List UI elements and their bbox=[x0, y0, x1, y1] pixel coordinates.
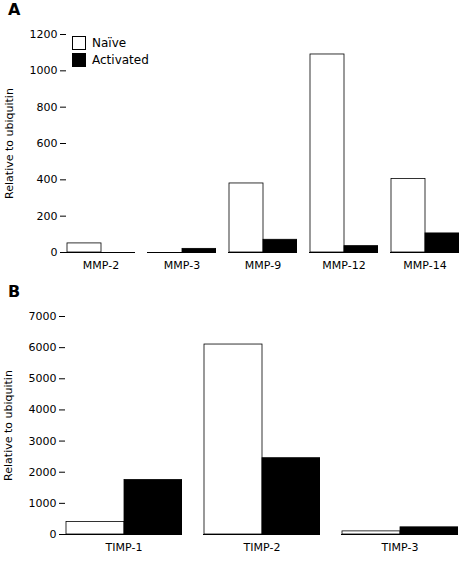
svg-text:400: 400 bbox=[37, 173, 58, 186]
svg-text:TIMP-3: TIMP-3 bbox=[381, 541, 419, 554]
svg-text:4000: 4000 bbox=[29, 403, 57, 416]
svg-text:0: 0 bbox=[50, 528, 57, 541]
svg-text:1000: 1000 bbox=[29, 497, 57, 510]
svg-text:TIMP-2: TIMP-2 bbox=[243, 541, 281, 554]
svg-text:600: 600 bbox=[37, 137, 58, 150]
svg-text:MMP-3: MMP-3 bbox=[164, 259, 200, 272]
html-text:Naïve: Naïve bbox=[92, 36, 127, 50]
svg-text:Relative to ubiquitin: Relative to ubiquitin bbox=[2, 370, 15, 481]
svg-text:200: 200 bbox=[37, 210, 58, 223]
svg-text:TIMP-1: TIMP-1 bbox=[105, 541, 143, 554]
svg-text:MMP-12: MMP-12 bbox=[322, 259, 365, 272]
svg-text:Relative to ubiquitin: Relative to ubiquitin bbox=[3, 88, 16, 199]
svg-text:1200: 1200 bbox=[30, 28, 58, 41]
svg-text:7000: 7000 bbox=[29, 310, 57, 323]
html-text:B: B bbox=[8, 282, 21, 301]
svg-text:2000: 2000 bbox=[29, 466, 57, 479]
svg-text:MMP-14: MMP-14 bbox=[403, 259, 446, 272]
svg-text:1000: 1000 bbox=[30, 64, 58, 77]
svg-text:MMP-2: MMP-2 bbox=[83, 259, 119, 272]
svg-text:6000: 6000 bbox=[29, 341, 57, 354]
svg-text:3000: 3000 bbox=[29, 435, 57, 448]
svg-text:MMP-9: MMP-9 bbox=[245, 259, 281, 272]
svg-text:800: 800 bbox=[37, 101, 58, 114]
html-text:Activated: Activated bbox=[92, 53, 149, 67]
html-text:A: A bbox=[8, 0, 21, 19]
svg-text:5000: 5000 bbox=[29, 372, 57, 385]
svg-text:0: 0 bbox=[51, 246, 58, 259]
